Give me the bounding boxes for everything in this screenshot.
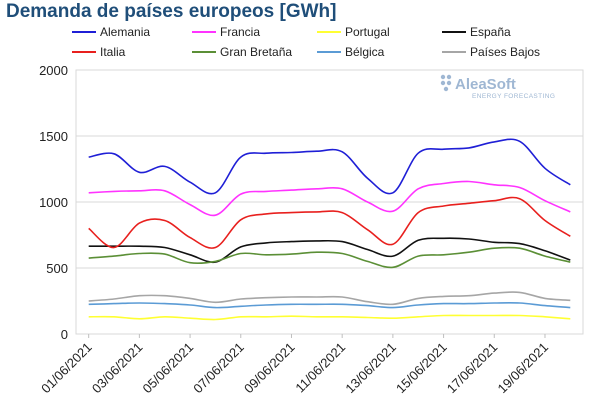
series-line-italia	[88, 196, 571, 249]
x-tick-label: 07/06/2021	[190, 340, 247, 397]
y-tick-label: 0	[61, 327, 68, 342]
legend-label: Gran Bretaña	[220, 45, 292, 59]
series-line-países-bajos	[88, 291, 571, 306]
series-lines	[88, 138, 571, 321]
legend-label: Italia	[100, 45, 126, 59]
y-tick-label: 1000	[39, 195, 68, 210]
x-tick-label: 13/06/2021	[342, 340, 399, 397]
series-line-bélgica	[88, 301, 571, 309]
series-line-españa	[88, 237, 571, 264]
legend-label: Alemania	[100, 25, 150, 39]
logo-brand: AleaSoft	[455, 76, 516, 93]
x-tick-label: 15/06/2021	[393, 340, 450, 397]
series-line-francia	[88, 180, 571, 217]
y-tick-label: 1500	[39, 129, 68, 144]
y-tick-label: 500	[46, 261, 68, 276]
legend-label: Francia	[220, 25, 260, 39]
legend-label: España	[470, 25, 511, 39]
legend-label: Portugal	[345, 25, 390, 39]
y-tick-label: 2000	[39, 63, 68, 78]
series-line-alemania	[88, 138, 571, 195]
x-tick-label: 11/06/2021	[292, 340, 348, 396]
x-tick-label: 05/06/2021	[140, 340, 197, 397]
legend-label: Países Bajos	[470, 45, 540, 59]
x-tick-label: 19/06/2021	[494, 340, 551, 397]
x-tick-label: 09/06/2021	[241, 340, 298, 397]
x-tick-label: 01/06/2021	[38, 340, 95, 397]
chart-title: Demanda de países europeos [GWh]	[6, 1, 337, 22]
x-tick-label: 17/06/2021	[444, 340, 501, 397]
aleasoft-logo: AleaSoft ENERGY FORECASTING	[440, 74, 555, 100]
logo-tagline: ENERGY FORECASTING	[472, 93, 555, 100]
series-line-portugal	[88, 314, 571, 321]
legend-label: Bélgica	[345, 45, 385, 59]
y-axis-ticks: 0 500 1000 1500 2000	[39, 63, 68, 342]
plot-area	[75, 69, 584, 335]
x-axis-ticks: 01/06/202103/06/202105/06/202107/06/2021…	[38, 334, 551, 396]
legend: Alemania Francia Portugal España Italia Gran …	[72, 25, 540, 59]
series-line-gran-bretaña	[88, 246, 571, 269]
x-tick-label: 03/06/2021	[89, 340, 146, 397]
gridlines	[75, 69, 584, 335]
